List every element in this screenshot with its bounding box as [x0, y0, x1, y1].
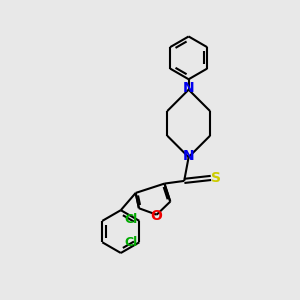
- Text: N: N: [183, 148, 194, 163]
- Text: Cl: Cl: [124, 236, 138, 249]
- Text: S: S: [211, 171, 221, 185]
- Text: O: O: [151, 208, 163, 223]
- Text: N: N: [183, 81, 194, 95]
- Text: Cl: Cl: [124, 213, 138, 226]
